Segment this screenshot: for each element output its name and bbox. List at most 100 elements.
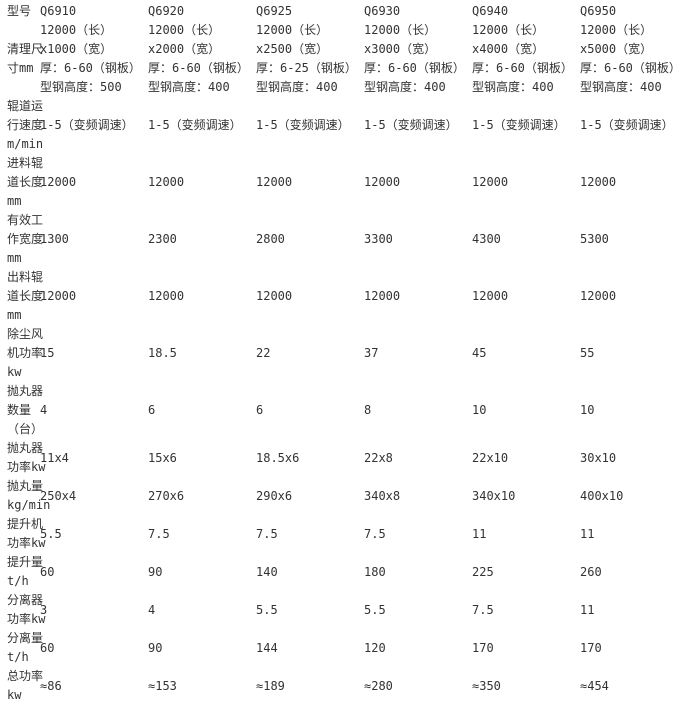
table-row: 有效工 作宽度 mm 1300 2300 2800 3300 4300 5300 [0, 211, 688, 268]
value-cell: 140 [256, 564, 278, 579]
row-label: 提升机 功率kw [7, 517, 46, 550]
value-cell: 11 [472, 526, 487, 541]
value-cell: 12000（长）x4000（宽） 厚：6-60（钢板） 型钢高度：400 [472, 23, 573, 94]
value-cell: 1-5（变频调速） [256, 118, 350, 132]
value-cell: 55 [580, 346, 595, 360]
model-header-cell: Q6950 [580, 4, 617, 18]
value-cell: 22 [256, 346, 271, 360]
table-row: 抛丸量 kg/min 250x4 270x6 290x6 340x8 340x10 400x… [0, 477, 688, 515]
table-row: 提升机 功率kw 5.5 7.5 7.5 7.5 11 11 [0, 515, 688, 553]
value-cell: 3 [40, 602, 48, 617]
value-cell: 225 [472, 564, 494, 579]
value-cell: 5300 [580, 232, 609, 246]
value-cell: 2300 [148, 232, 177, 246]
value-cell: 4300 [472, 232, 501, 246]
value-cell: 11 [580, 526, 595, 541]
value-cell: 12000 [364, 289, 401, 303]
value-cell: 170 [580, 640, 602, 655]
table-row: 清理尺 寸mm 12000（长）x1000（宽） 厚：6-60（钢板） 型钢高度：… [0, 21, 688, 97]
table-row: 进料辊 道长度 mm 12000 12000 12000 12000 12000 12000 [0, 154, 688, 211]
value-cell: 6 [256, 403, 264, 417]
row-label: 辊道运 行速度 m/min [7, 99, 44, 151]
value-cell: 12000（长）x2500（宽） 厚：6-25（钢板） 型钢高度：400 [256, 23, 357, 94]
row-label: 抛丸器 功率kw [7, 441, 46, 474]
value-cell: 7.5 [364, 526, 386, 541]
value-cell: 1-5（变频调速） [364, 118, 458, 132]
row-label: 除尘风 机功率 kw [7, 327, 44, 379]
value-cell: ≈350 [472, 678, 501, 693]
value-cell: 7.5 [256, 526, 278, 541]
header-row: 型号 Q6910 Q6920 Q6925 Q6930 Q6940 Q6950 [0, 2, 688, 21]
value-cell: 90 [148, 640, 163, 655]
value-cell: 10 [580, 403, 595, 417]
row-label: 清理尺 寸mm [7, 42, 44, 75]
value-cell: 60 [40, 564, 55, 579]
value-cell: 1-5（变频调速） [472, 118, 566, 132]
value-cell: 1300 [40, 232, 69, 246]
row-label: 分离量 t/h [7, 631, 44, 664]
value-cell: 5.5 [40, 526, 62, 541]
value-cell: 3300 [364, 232, 393, 246]
value-cell: ≈454 [580, 678, 609, 693]
table-row: 总功率 kw ≈86 ≈153 ≈189 ≈280 ≈350 ≈454 [0, 667, 688, 705]
value-cell: 18.5x6 [256, 450, 300, 465]
value-cell: 90 [148, 564, 163, 579]
value-cell: 12000 [40, 289, 77, 303]
value-cell: ≈153 [148, 678, 177, 693]
value-cell: 4 [148, 602, 156, 617]
value-cell: 144 [256, 640, 278, 655]
value-cell: 22x10 [472, 450, 509, 465]
model-header-cell: Q6920 [148, 4, 185, 18]
row-label: 进料辊 道长度 mm [7, 156, 44, 208]
value-cell: 12000 [256, 289, 293, 303]
model-header-cell: Q6940 [472, 4, 509, 18]
table-row: 除尘风 机功率 kw 15 18.5 22 37 45 55 [0, 325, 688, 382]
value-cell: 12000（长）x5000（宽） 厚：6-60（钢板） 型钢高度：400 [580, 23, 681, 94]
value-cell: ≈189 [256, 678, 285, 693]
value-cell: 12000 [256, 175, 293, 189]
value-cell: 1-5（变频调速） [148, 118, 242, 132]
table-row: 辊道运 行速度 m/min 1-5（变频调速） 1-5（变频调速） 1-5（变频调速）… [0, 97, 688, 154]
value-cell: 18.5 [148, 346, 177, 360]
value-cell: 12000（长）x1000（宽） 厚：6-60（钢板） 型钢高度：500 [40, 23, 141, 94]
value-cell: 1-5（变频调速） [580, 118, 674, 132]
value-cell: 7.5 [148, 526, 170, 541]
value-cell: 12000 [580, 289, 617, 303]
value-cell: 400x10 [580, 488, 624, 503]
value-cell: 11x4 [40, 450, 69, 465]
value-cell: 260 [580, 564, 602, 579]
value-cell: 2800 [256, 232, 285, 246]
table-row: 提升量 t/h 60 90 140 180 225 260 [0, 553, 688, 591]
value-cell: 15 [40, 346, 55, 360]
value-cell: 180 [364, 564, 386, 579]
value-cell: 8 [364, 403, 372, 417]
value-cell: 12000 [148, 175, 185, 189]
value-cell: 6 [148, 403, 156, 417]
row-label: 总功率 kw [7, 669, 44, 702]
value-cell: 37 [364, 346, 379, 360]
model-header-cell: Q6910 [40, 4, 77, 18]
value-cell: 170 [472, 640, 494, 655]
value-cell: 12000 [364, 175, 401, 189]
model-header-cell: Q6925 [256, 4, 293, 18]
value-cell: 30x10 [580, 450, 617, 465]
value-cell: 250x4 [40, 488, 77, 503]
value-cell: ≈280 [364, 678, 393, 693]
row-label: 出料辊 道长度 mm [7, 270, 44, 322]
value-cell: 22x8 [364, 450, 393, 465]
table-row: 分离量 t/h 60 90 144 120 170 170 [0, 629, 688, 667]
value-cell: 15x6 [148, 450, 177, 465]
value-cell: 5.5 [364, 602, 386, 617]
row-label: 提升量 t/h [7, 555, 44, 588]
value-cell: 120 [364, 640, 386, 655]
value-cell: 340x10 [472, 488, 516, 503]
value-cell: 4 [40, 403, 48, 417]
table-row: 分离器 功率kw 3 4 5.5 5.5 7.5 11 [0, 591, 688, 629]
value-cell: 5.5 [256, 602, 278, 617]
value-cell: ≈86 [40, 678, 62, 693]
value-cell: 7.5 [472, 602, 494, 617]
value-cell: 12000（长）x2000（宽） 厚：6-60（钢板） 型钢高度：400 [148, 23, 249, 94]
table-row: 抛丸器 功率kw 11x4 15x6 18.5x6 22x8 22x10 30x10 [0, 439, 688, 477]
